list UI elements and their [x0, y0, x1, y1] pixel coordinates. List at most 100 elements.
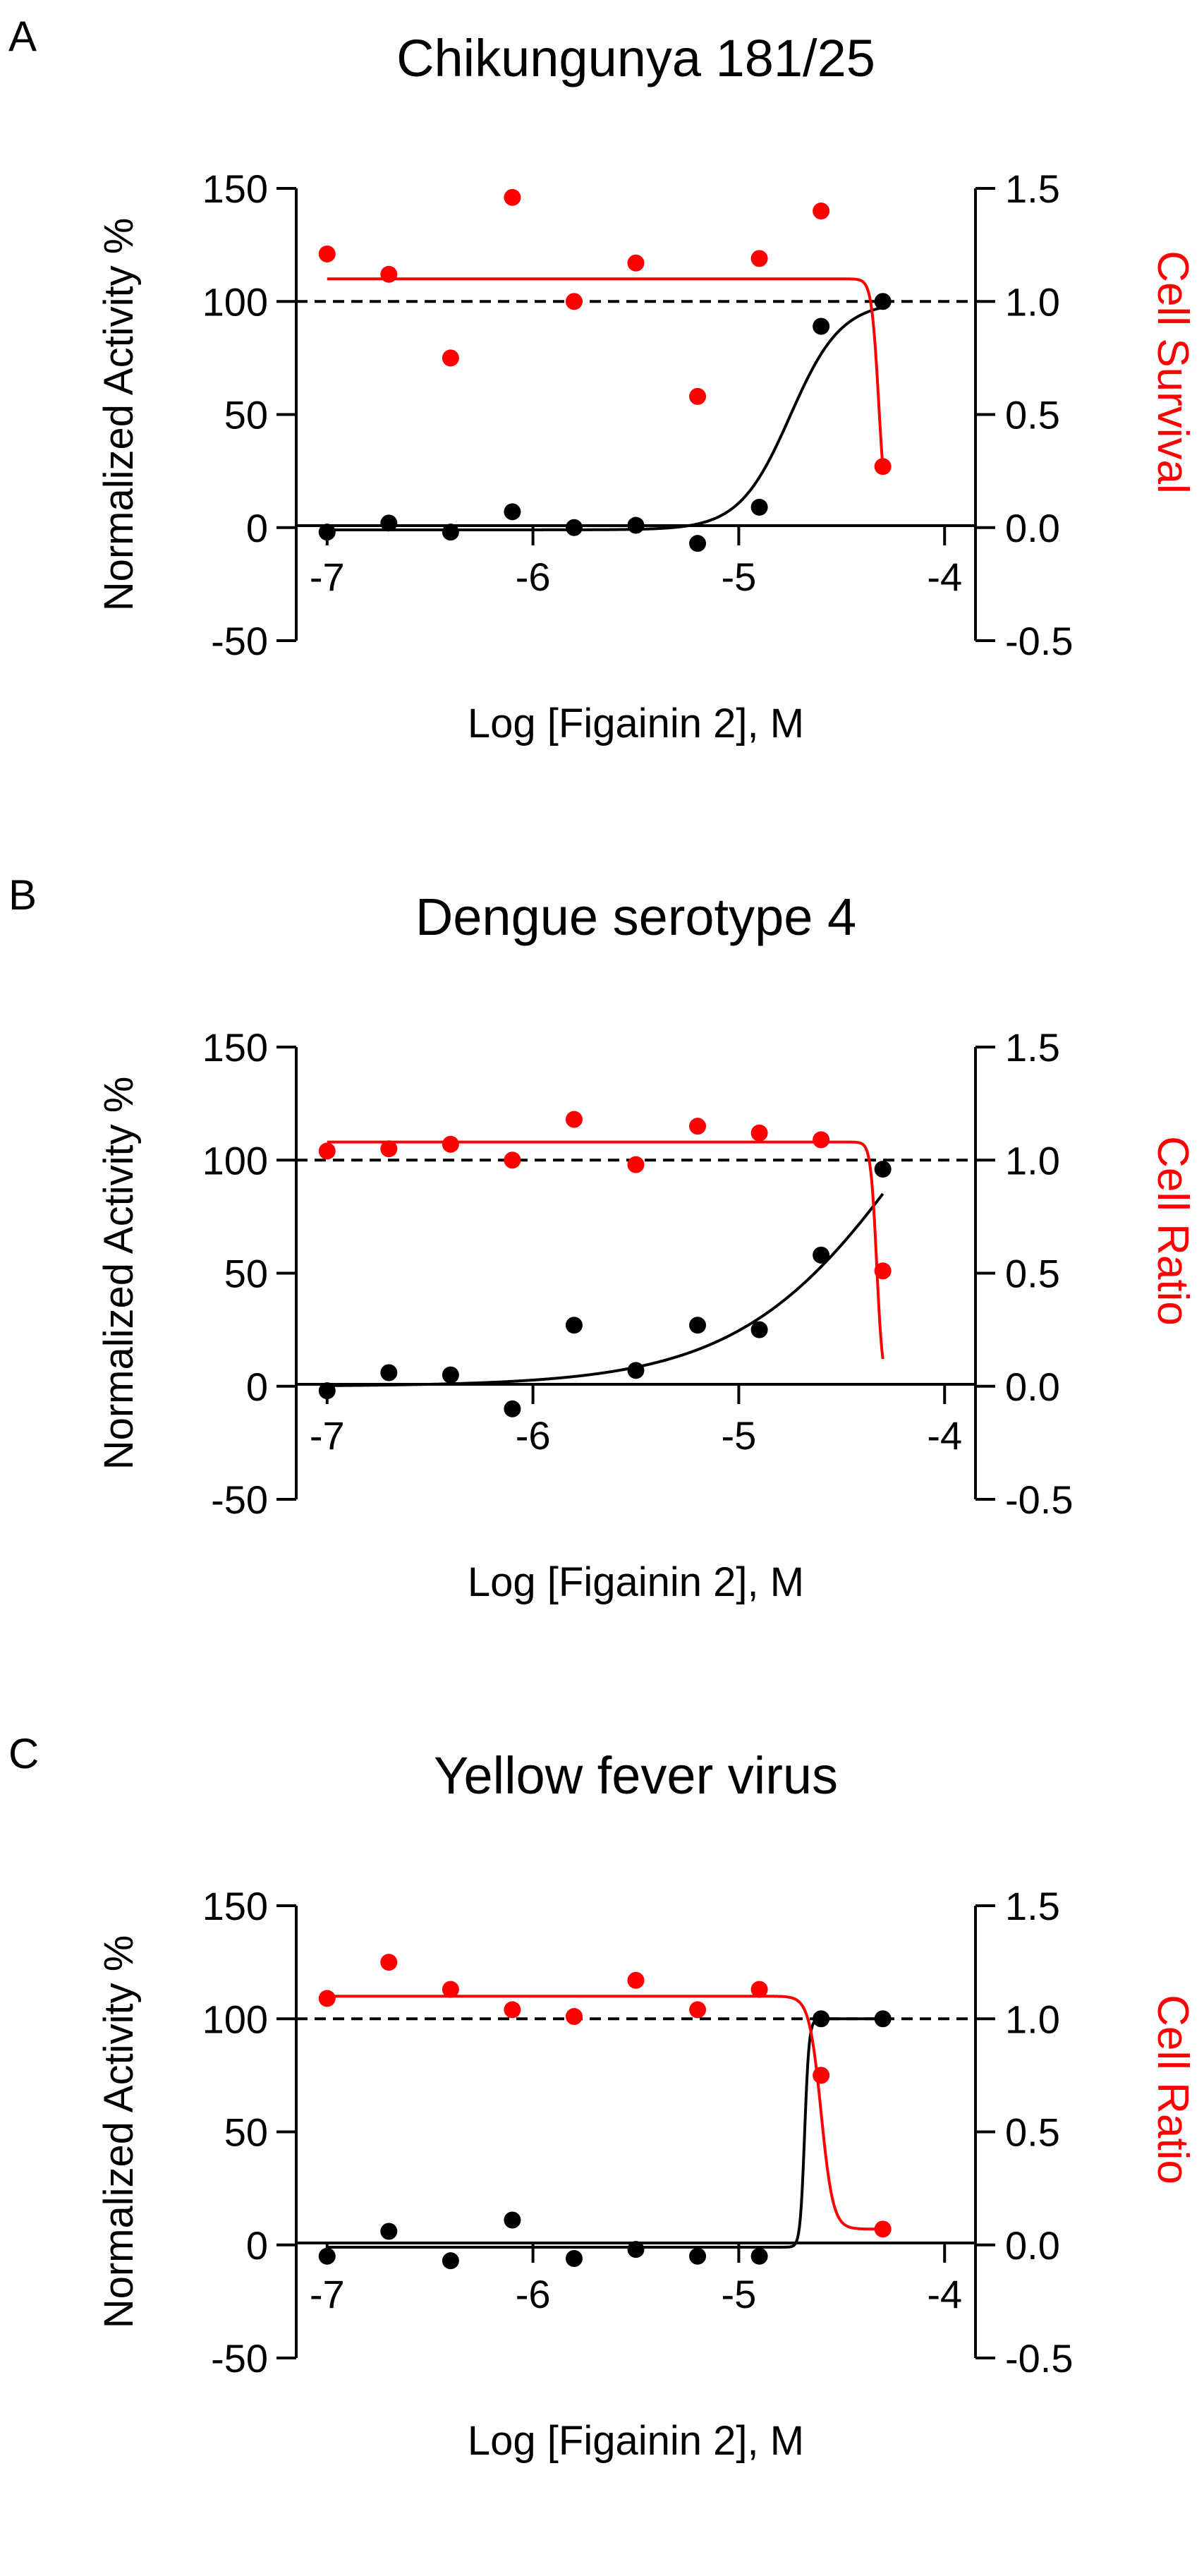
y-tick-label: 100 [202, 1138, 268, 1183]
panel-label: C [8, 1730, 39, 1777]
cell-data-point [813, 202, 830, 220]
y-tick-label: -50 [211, 2336, 268, 2381]
y-tick-label: -50 [211, 619, 268, 663]
x-tick-label: -7 [310, 2272, 345, 2316]
cell-data-point [750, 1124, 768, 1142]
activity-data-point [504, 1400, 521, 1417]
activity-data-point [750, 498, 768, 516]
x-tick-label: -6 [516, 555, 551, 599]
y2-tick-label: 1.5 [1005, 1025, 1060, 1070]
y-tick-label: -50 [211, 1477, 268, 1522]
activity-data-point [627, 1362, 645, 1379]
activity-data-point [380, 514, 398, 532]
panel-c: C Yellow fever virus -50 0 50 100 150 -0.5 0.0 0.… [0, 1717, 1204, 2576]
cell-fit-curve [327, 277, 884, 468]
panel-label: A [8, 13, 37, 60]
y-axis-label: Normalized Activity % [96, 218, 142, 612]
y-tick-label: 100 [202, 279, 268, 324]
y2-tick-label: 0.5 [1005, 393, 1060, 437]
cell-data-point [874, 458, 892, 476]
cell-data-point [565, 293, 583, 310]
y2-tick-label: -0.5 [1005, 1477, 1074, 1522]
activity-data-point [442, 524, 459, 541]
cell-data-point [627, 254, 645, 272]
cell-data-point [813, 2067, 830, 2084]
cell-fit-curve [327, 1140, 884, 1360]
x-axis-label: Log [Figainin 2], M [468, 1559, 804, 1605]
y2-tick-label: -0.5 [1005, 2336, 1074, 2381]
y-tick-label: 150 [202, 1884, 268, 1928]
activity-data-point [504, 503, 521, 521]
cell-data-point [627, 1156, 645, 1173]
activity-data-point [565, 1317, 583, 1334]
activity-data-point [689, 2247, 707, 2265]
cell-data-point [565, 1111, 583, 1128]
panel-a: A Chikungunya 181/25 -50 0 50 100 150 -0.5 0.0 0.… [0, 0, 1204, 859]
chart-title: Yellow fever virus [434, 1746, 838, 1805]
activity-data-point [565, 2249, 583, 2267]
activity-data-point [380, 1364, 398, 1381]
y-axis-label: Normalized Activity % [96, 1077, 142, 1470]
y-tick-label: 0 [246, 1365, 268, 1409]
y2-tick-label: 0.5 [1005, 2110, 1060, 2155]
y-tick-label: 0 [246, 2223, 268, 2268]
activity-data-point [318, 1382, 336, 1400]
y2-axis-label: Cell Survival [1148, 250, 1197, 494]
activity-data-point [380, 2223, 398, 2240]
cell-data-point [318, 1990, 336, 2007]
cell-data-point [874, 1262, 892, 1280]
activity-data-point [813, 2010, 830, 2028]
y2-tick-label: 1.5 [1005, 1884, 1060, 1928]
x-tick-label: -4 [927, 2272, 962, 2316]
x-axis-label: Log [Figainin 2], M [468, 2418, 804, 2464]
cell-data-point [689, 387, 707, 405]
x-tick-label: -4 [927, 555, 962, 599]
cell-data-point [380, 265, 398, 283]
activity-data-point [874, 1161, 892, 1178]
x-tick-label: -5 [722, 555, 757, 599]
cell-fit-curve [327, 1995, 883, 2231]
y2-axis-label: Cell Ratio [1148, 1995, 1197, 2184]
cell-data-point [504, 1151, 521, 1169]
y2-tick-label: 0.0 [1005, 506, 1060, 550]
activity-data-point [627, 516, 645, 534]
activity-data-point [750, 1321, 768, 1338]
activity-data-point [874, 2010, 892, 2028]
x-tick-label: -7 [310, 555, 345, 599]
cell-data-point [874, 2220, 892, 2238]
cell-data-point [813, 1131, 830, 1149]
cell-data-point [442, 349, 459, 367]
cell-data-point [318, 245, 336, 262]
y-axis-label: Normalized Activity % [96, 1935, 142, 2329]
activity-fit-curve [327, 306, 884, 531]
activity-fit-curve [327, 2017, 883, 2249]
activity-data-point [689, 1317, 707, 1334]
activity-data-point [318, 2247, 336, 2265]
y-tick-label: 50 [224, 1252, 268, 1296]
chart-a: A Chikungunya 181/25 -50 0 50 100 150 -0.5 0.0 0.… [8, 13, 1197, 746]
cell-data-point [380, 1140, 398, 1158]
y2-tick-label: 0.0 [1005, 1365, 1060, 1409]
x-tick-label: -5 [722, 2272, 757, 2316]
chart-title: Chikungunya 181/25 [396, 29, 875, 87]
cell-data-point [750, 250, 768, 267]
activity-data-point [627, 2241, 645, 2258]
activity-data-point [813, 1246, 830, 1264]
chart-b: B Dengue serotype 4 -50 0 50 100 150 -0.5 0.0 0.5… [8, 871, 1197, 1605]
x-tick-label: -6 [516, 1413, 551, 1458]
cell-data-point [750, 1981, 768, 1998]
y2-tick-label: 0.5 [1005, 1252, 1060, 1296]
activity-data-point [504, 2211, 521, 2229]
y2-tick-label: -0.5 [1005, 619, 1074, 663]
activity-fit-curve [327, 1192, 884, 1387]
cell-data-point [442, 1135, 459, 1153]
y2-tick-label: 1.0 [1005, 1997, 1060, 2041]
activity-data-point [318, 524, 336, 541]
chart-title: Dengue serotype 4 [415, 888, 856, 946]
cell-data-point [318, 1142, 336, 1160]
activity-data-point [813, 318, 830, 335]
y2-axis-label: Cell Ratio [1148, 1136, 1197, 1326]
x-tick-label: -5 [722, 1413, 757, 1458]
cell-data-point [504, 2001, 521, 2019]
y2-tick-label: 1.0 [1005, 279, 1060, 324]
